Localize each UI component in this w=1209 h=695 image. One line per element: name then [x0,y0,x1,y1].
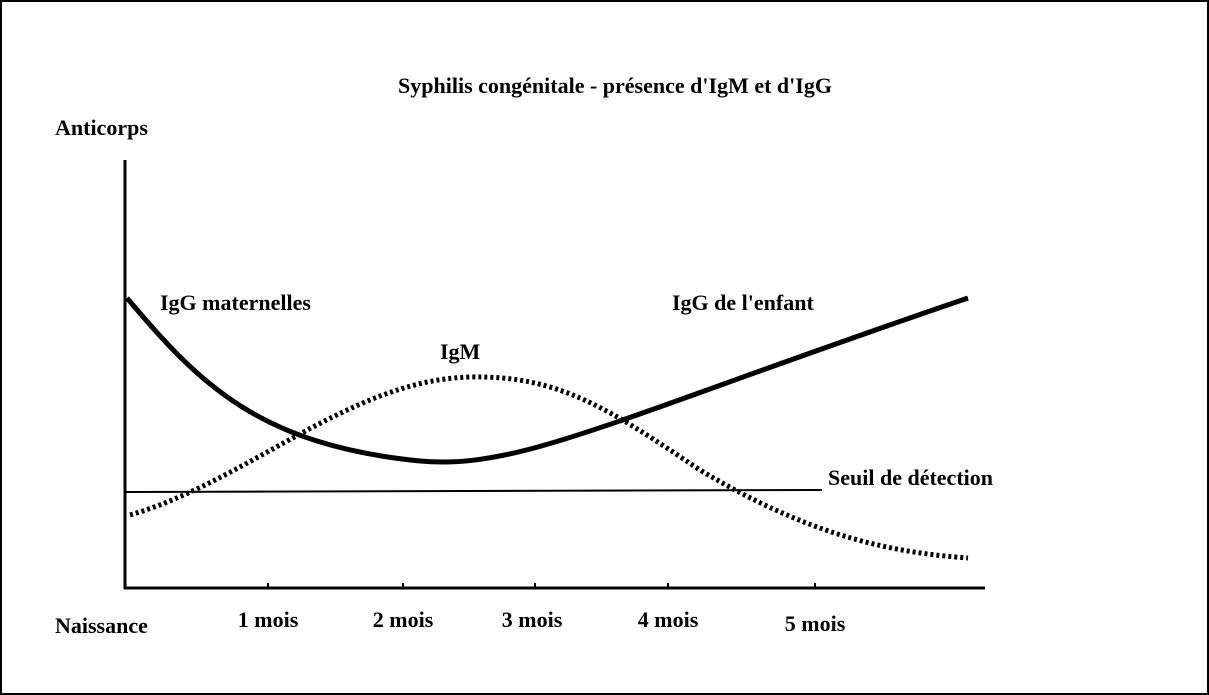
curve-label: IgG maternelles [160,290,311,315]
x-label: 2 mois [373,607,434,632]
y-axis-label: Anticorps [55,115,148,140]
x-label: 4 mois [638,607,699,632]
threshold-label: Seuil de détection [828,465,993,490]
x-label: 5 mois [785,611,846,636]
igg-curve [125,295,969,465]
threshold-line [124,489,823,493]
curve-label: IgG de l'enfant [672,290,814,315]
igm-curve [129,374,969,561]
x-label: 1 mois [238,607,299,632]
curve-label: IgM [440,339,481,364]
title: Syphilis congénitale - présence d'IgM et… [398,73,832,98]
x-label: Naissance [55,613,148,638]
x-label: 3 mois [502,607,563,632]
x-ticks [267,583,816,588]
